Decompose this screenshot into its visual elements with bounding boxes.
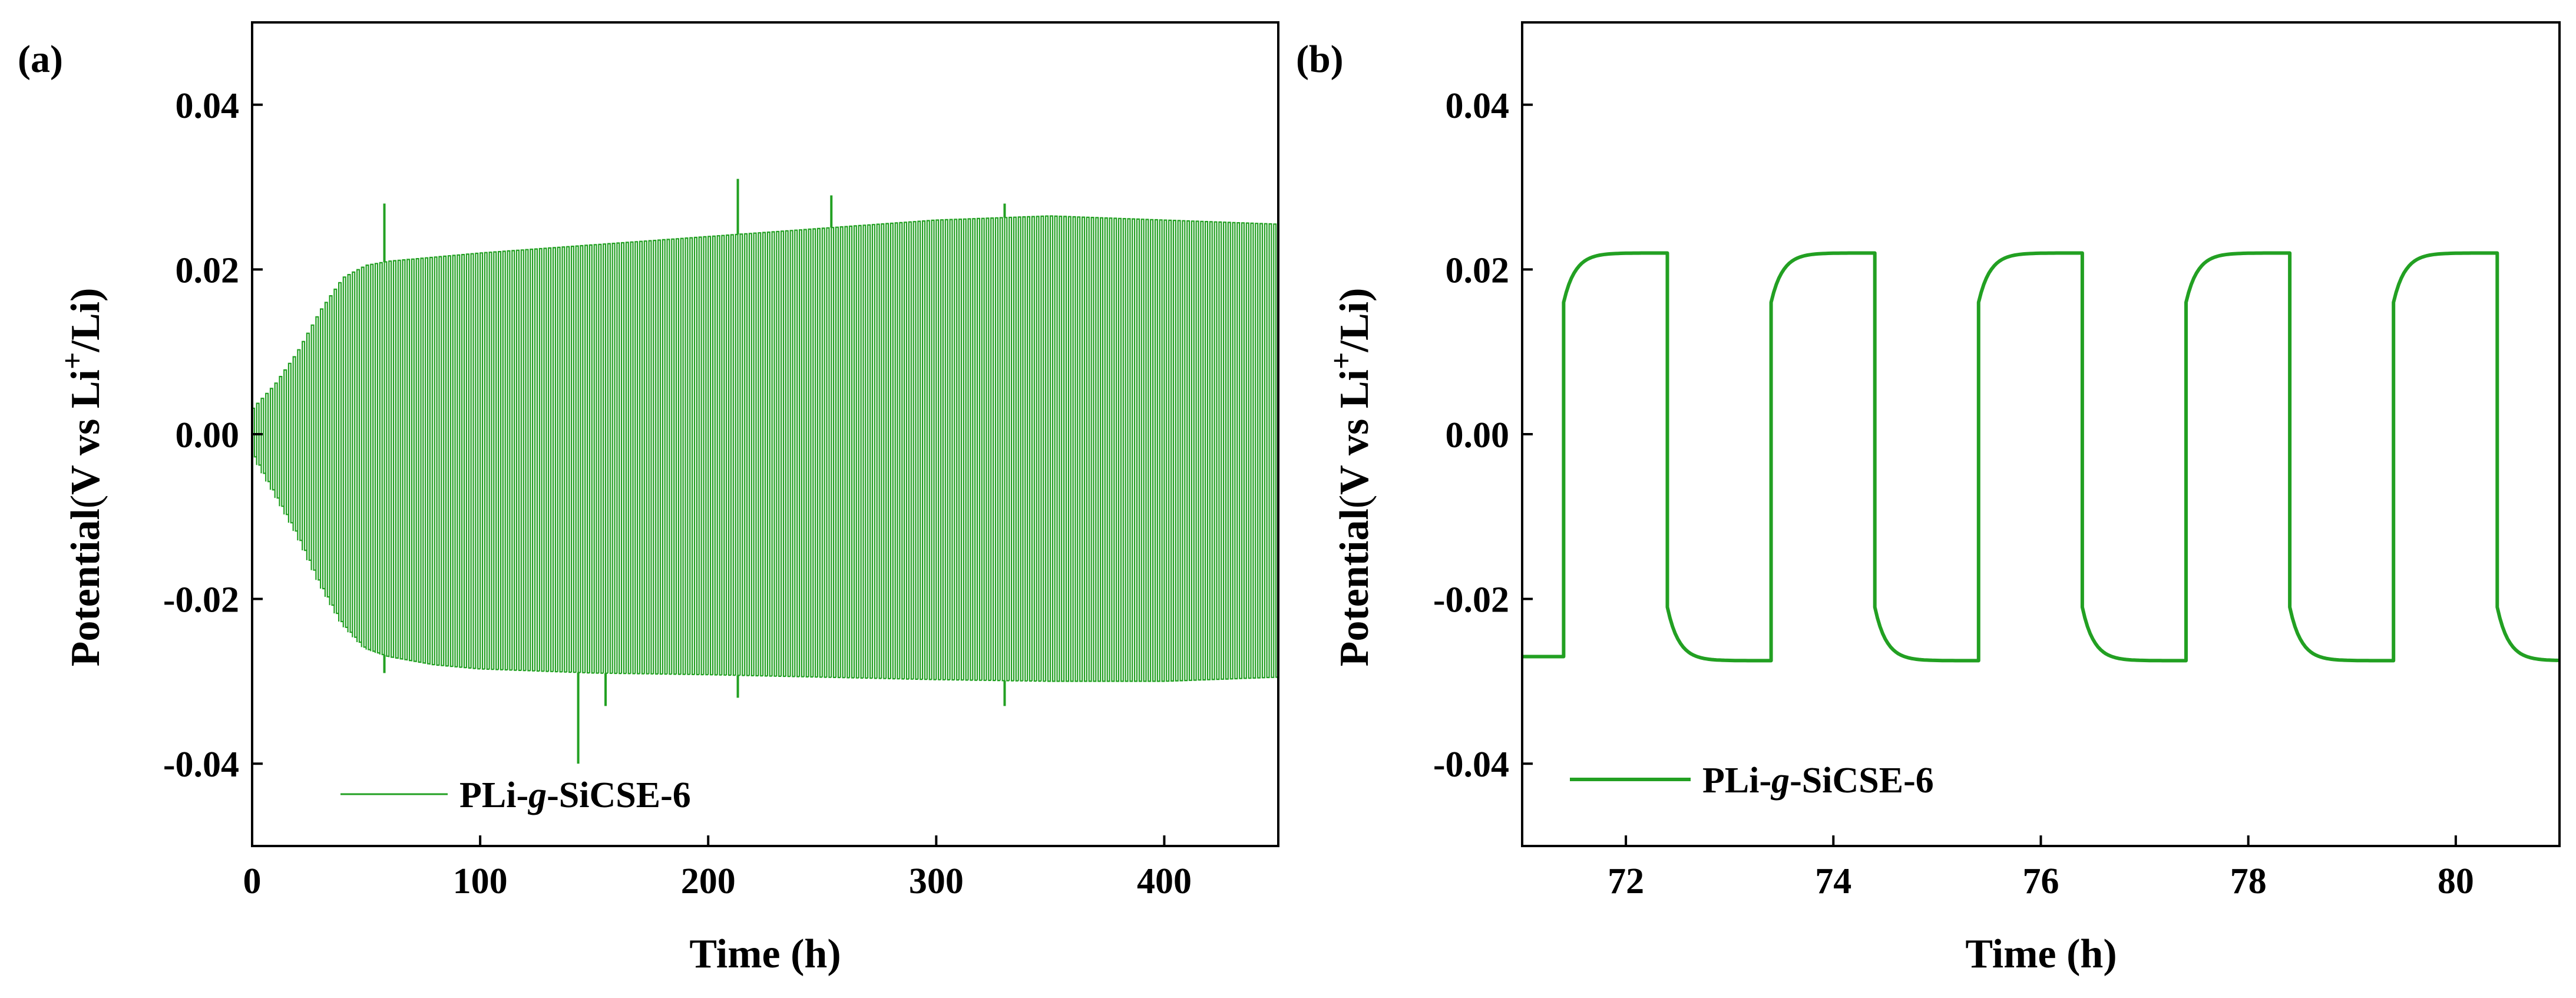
- panel-b-legend: PLi-g-SiCSE-6: [1570, 761, 1934, 801]
- panel-a-legend: PLi-g-SiCSE-6: [340, 775, 691, 815]
- panel-a-chart: (a) Potential(V vs Li+/Li) 0.04 0.02 0.00 -…: [18, 21, 1279, 977]
- panel-a-x-axis-label: Time (h): [689, 931, 841, 977]
- y-tick-label: 0.04: [1446, 86, 1510, 126]
- panel-a-series-line: [252, 215, 1278, 682]
- panel-a-legend-label: PLi-g-SiCSE-6: [459, 775, 691, 815]
- x-tick-label: 74: [1815, 861, 1851, 901]
- panel-b-x-axis-label: Time (h): [1965, 931, 2117, 977]
- panel-b-plot-area: [1522, 251, 2560, 663]
- panel-b-y-ticks: 0.04 0.02 0.00 -0.02 -0.04: [1433, 86, 1533, 785]
- y-tick-label: 0.00: [176, 415, 240, 455]
- panel-a-plot-area: [252, 179, 1278, 764]
- x-tick-label: 300: [909, 861, 964, 901]
- panel-a-label: (a): [18, 38, 63, 81]
- x-tick-label: 200: [681, 861, 736, 901]
- x-tick-label: 0: [243, 861, 262, 901]
- panel-b-y-axis-label: Potential(V vs Li+/Li): [1325, 288, 1378, 667]
- panel-b-label: (b): [1296, 38, 1344, 81]
- panel-b-x-ticks: 72 74 76 78 80: [1608, 835, 2474, 901]
- x-tick-label: 72: [1608, 861, 1644, 901]
- panel-a-y-ticks: 0.04 0.02 0.00 -0.02 -0.04: [163, 86, 263, 785]
- panel-b-series-PLi-g-SiCSE-6: [1522, 251, 2560, 663]
- x-tick-label: 100: [453, 861, 508, 901]
- panel-b-legend-label: PLi-g-SiCSE-6: [1702, 761, 1934, 801]
- y-tick-label: -0.04: [1433, 745, 1509, 785]
- panel-a-x-ticks: 0 100 200 300 400: [243, 835, 1192, 901]
- panel-a-y-axis-label: Potential(V vs Li+/Li): [56, 288, 109, 667]
- panel-a-series-PLi-g-SiCSE-6: [252, 215, 1278, 682]
- y-tick-label: 0.02: [1446, 250, 1510, 290]
- x-tick-label: 76: [2023, 861, 2059, 901]
- panel-b-frame: [1521, 21, 2561, 847]
- y-tick-label: -0.04: [163, 745, 239, 785]
- y-tick-label: 0.04: [176, 86, 240, 126]
- y-tick-label: 0.00: [1446, 415, 1510, 455]
- panel-b-chart: (b) Potential(V vs Li+/Li) 0.04 0.02 0.00 -…: [1296, 21, 2561, 977]
- y-tick-label: -0.02: [163, 580, 239, 620]
- x-tick-label: 80: [2438, 861, 2474, 901]
- x-tick-label: 78: [2230, 861, 2267, 901]
- panel-a-spikes: [383, 179, 1006, 764]
- x-tick-label: 400: [1137, 861, 1192, 901]
- y-tick-label: 0.02: [176, 250, 240, 290]
- y-tick-label: -0.02: [1433, 580, 1509, 620]
